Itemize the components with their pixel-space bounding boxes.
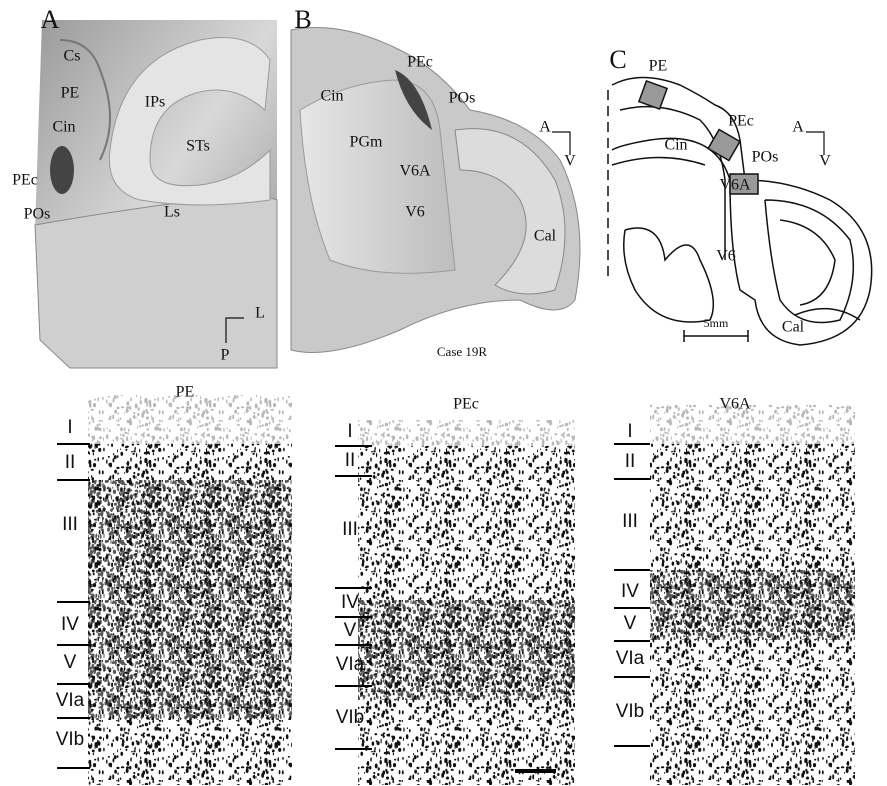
label: Cs xyxy=(64,48,81,65)
label: A xyxy=(539,119,551,136)
label: C xyxy=(609,45,626,74)
label: Case 19R xyxy=(437,344,488,359)
layer-i-fade xyxy=(88,395,292,444)
label: A xyxy=(41,5,60,34)
label: I xyxy=(67,417,72,438)
label: IV xyxy=(61,614,79,635)
label: I xyxy=(347,421,352,442)
panel-b-render xyxy=(291,28,580,353)
label: VIb xyxy=(616,701,645,722)
label: Ls xyxy=(164,204,180,221)
label: L xyxy=(255,305,265,322)
label: POs xyxy=(752,149,779,166)
label: PEc xyxy=(407,54,433,71)
label: 5mm xyxy=(704,316,729,330)
label: IPs xyxy=(145,94,165,111)
label: V6A xyxy=(719,177,751,194)
section-dense xyxy=(650,570,855,640)
label: IV xyxy=(621,581,639,602)
section-dense xyxy=(358,600,575,700)
panel-a-render xyxy=(35,20,277,368)
label: PEc xyxy=(728,113,754,130)
label: Cal xyxy=(782,319,805,336)
label: Cin xyxy=(320,88,343,105)
section-dense xyxy=(88,480,292,720)
label: B xyxy=(294,5,311,34)
label: V6A xyxy=(399,163,431,180)
label: PE xyxy=(61,85,80,102)
label: V6 xyxy=(716,248,736,265)
label: PE xyxy=(176,384,195,401)
label: II xyxy=(625,451,636,472)
label: V xyxy=(819,153,831,170)
label: PEc xyxy=(453,396,479,413)
label: III xyxy=(62,514,78,535)
label: VIb xyxy=(336,707,365,728)
layer-i-fade xyxy=(358,420,575,446)
label: V xyxy=(564,153,576,170)
histology xyxy=(57,395,855,785)
label: POs xyxy=(449,90,476,107)
label: VIa xyxy=(616,648,645,669)
label: V xyxy=(624,613,637,634)
label: II xyxy=(345,450,356,471)
label: VIa xyxy=(336,654,365,675)
label: Cal xyxy=(534,228,557,245)
label: Cin xyxy=(664,137,687,154)
label: V xyxy=(344,620,357,641)
label: PGm xyxy=(350,134,383,151)
label: II xyxy=(65,452,76,473)
label: VIa xyxy=(56,690,85,711)
label: III xyxy=(622,511,638,532)
label: STs xyxy=(186,138,210,155)
label: VIb xyxy=(56,729,85,750)
label: Cin xyxy=(52,119,75,136)
label: V6A xyxy=(719,396,751,413)
label: POs xyxy=(24,206,51,223)
label: IV xyxy=(341,592,359,613)
label: I xyxy=(627,421,632,442)
label: PEc xyxy=(12,172,38,189)
label: V6 xyxy=(405,204,425,221)
figure: ABCCsPECinIPsSTsPEcPOsLsCinPEcPOsPGmV6AV… xyxy=(0,0,887,786)
label: A xyxy=(792,119,804,136)
label: PE xyxy=(649,58,668,75)
label: P xyxy=(221,347,230,364)
label: III xyxy=(342,519,358,540)
layer-i-fade xyxy=(650,405,855,444)
label: V xyxy=(64,652,77,673)
